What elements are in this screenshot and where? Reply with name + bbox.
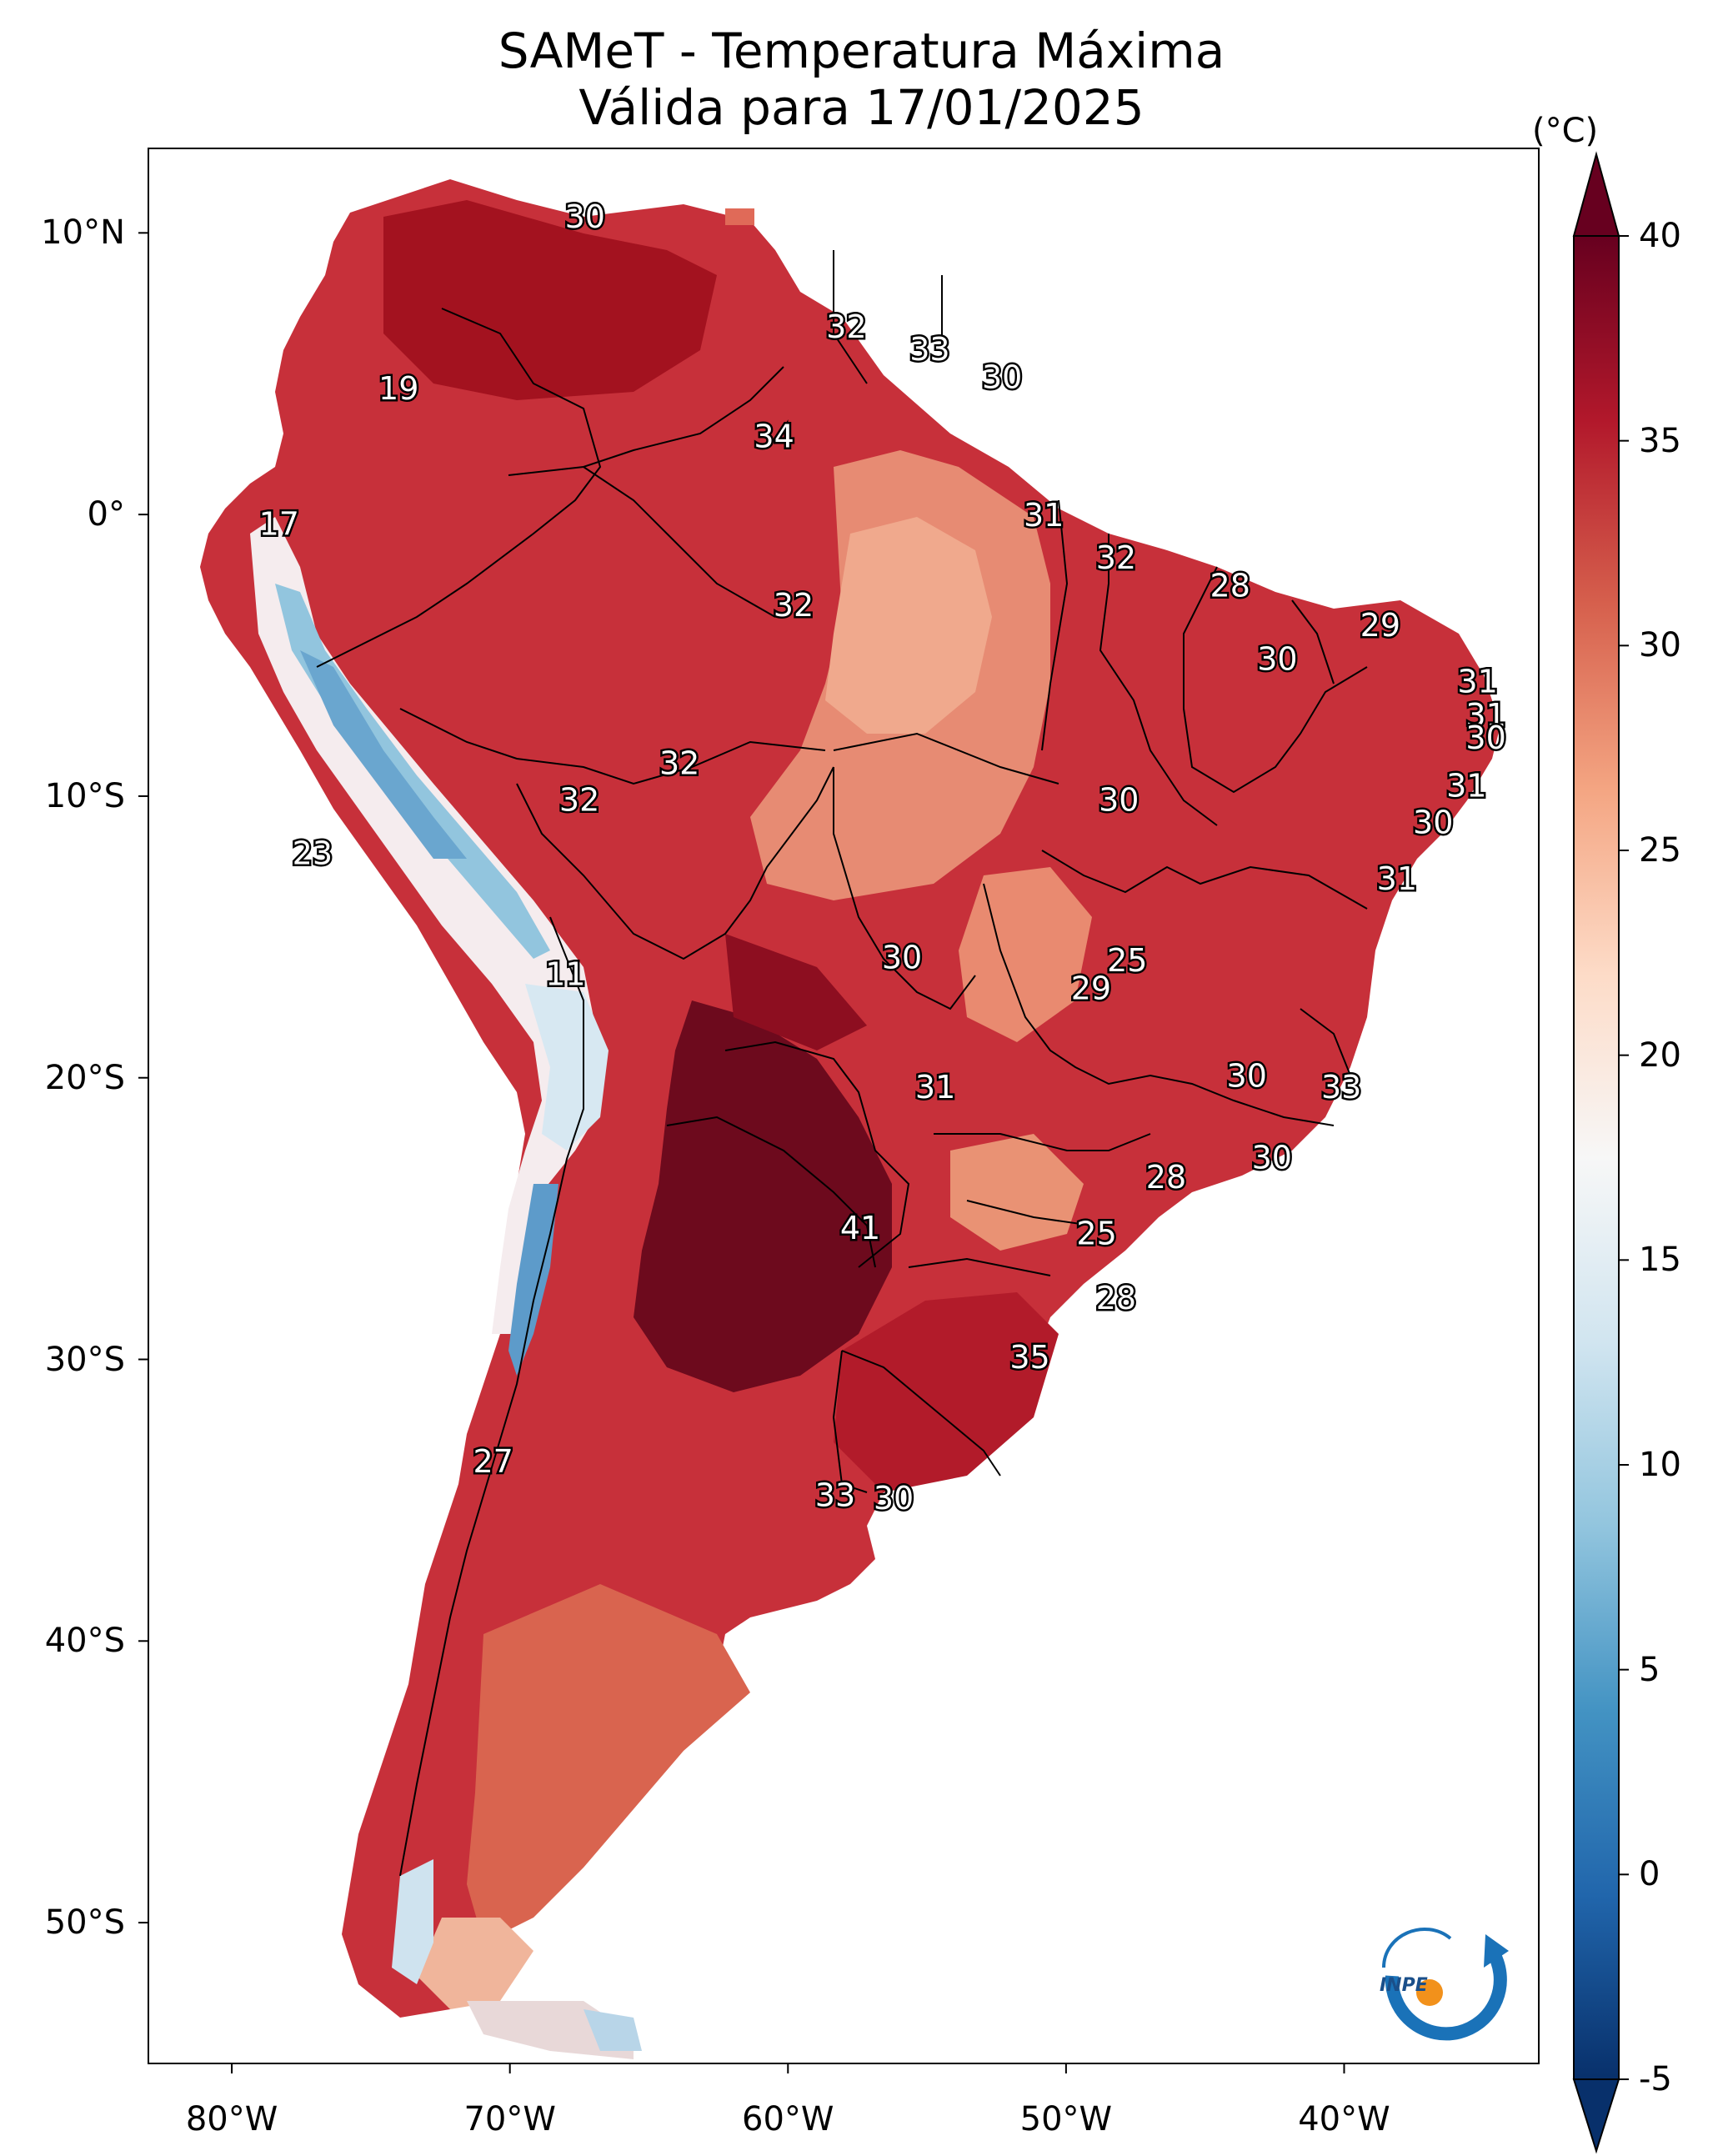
inpe-logo: INPE: [1380, 1928, 1509, 2041]
y-axis-ticks: [138, 232, 148, 1924]
temperature-label: 27: [473, 1443, 513, 1480]
temperature-label: 23: [293, 835, 333, 871]
inpe-logo-text: INPE: [1380, 1975, 1428, 1996]
temperature-label: 17: [259, 505, 299, 542]
x-axis-ticks: [231, 2063, 1345, 2073]
colorbar-tick-label: 30: [1639, 626, 1681, 665]
colorbar-lower-extension: [1572, 2078, 1620, 2154]
temperature-label: 30: [1257, 640, 1297, 677]
x-tick-label: 40°W: [1298, 2100, 1390, 2138]
colorbar-tick-label: 10: [1639, 1446, 1681, 1484]
x-tick-label: 60°W: [742, 2100, 834, 2138]
temperature-label: 32: [826, 308, 866, 345]
temperature-label: 30: [1227, 1057, 1267, 1094]
y-tick-label: 40°S: [44, 1622, 125, 1661]
y-tick-label: 20°S: [44, 1058, 125, 1097]
y-tick-label: 10°S: [44, 776, 125, 815]
colorbar-tick-label: 0: [1639, 1855, 1660, 1894]
x-tick-label: 50°W: [1019, 2100, 1113, 2138]
temperature-label: 25: [1076, 1216, 1116, 1252]
colorbar-unit: (°C): [1532, 112, 1599, 150]
temperature-label: 32: [1096, 539, 1136, 576]
colorbar-tick-label: 40: [1639, 217, 1681, 255]
temperature-label: 30: [982, 359, 1022, 396]
y-tick-label: 10°N: [41, 213, 125, 253]
temperature-label: 33: [1321, 1069, 1361, 1106]
temperature-label: 31: [1465, 697, 1505, 734]
colorbar-tick-label: 25: [1639, 831, 1681, 870]
temperature-label: 11: [545, 956, 585, 993]
colorbar-gradient: [1573, 235, 1620, 2080]
colorbar-tick-label: -5: [1639, 2060, 1672, 2098]
colorbar: [1572, 151, 1629, 2154]
temperature-label: 31: [915, 1069, 955, 1106]
colorbar-tick-label: 35: [1639, 421, 1681, 460]
colorbar-tick-label: 5: [1639, 1650, 1660, 1689]
temperature-label: 29: [1360, 607, 1400, 644]
temperature-label: 31: [1457, 663, 1497, 699]
temperature-label: 32: [774, 587, 814, 624]
temperature-label: 25: [1107, 942, 1147, 979]
temperature-label: 29: [1071, 970, 1111, 1007]
temperature-label: 30: [1413, 804, 1453, 840]
map-frame: [148, 148, 1540, 2064]
temperature-label: 35: [1009, 1339, 1049, 1376]
temperature-label: 30: [1252, 1139, 1292, 1176]
map-subtitle: Válida para 17/01/2025: [579, 79, 1144, 136]
temperature-label: 32: [559, 781, 599, 818]
temperature-label: 28: [1146, 1159, 1186, 1196]
temperature-label: 32: [659, 745, 699, 781]
x-tick-label: 70°W: [463, 2100, 556, 2138]
colorbar-tick-label: 15: [1639, 1241, 1681, 1280]
y-tick-label: 50°S: [44, 1903, 125, 1943]
temperature-label: 31: [1446, 767, 1486, 804]
temperature-label: 30: [874, 1480, 914, 1517]
temperature-label: 31: [1377, 860, 1417, 897]
temperature-label: 33: [815, 1477, 855, 1514]
temperature-label: 31: [1024, 497, 1064, 534]
temperature-label: 30: [1099, 781, 1139, 818]
temperature-label: 34: [754, 419, 794, 455]
y-tick-label: 0°: [87, 495, 125, 534]
temperature-label: 33: [909, 331, 949, 368]
temperature-label: 19: [378, 370, 418, 407]
country-borders: [316, 250, 1368, 1877]
colorbar-upper-extension: [1572, 151, 1620, 237]
temperature-label: 28: [1096, 1280, 1136, 1316]
temperature-label: 28: [1210, 568, 1250, 604]
x-tick-label: 80°W: [185, 2100, 278, 2138]
temperature-label: 30: [565, 198, 605, 235]
south-america-landmass: [200, 179, 1500, 2059]
map-title: SAMeT - Temperatura Máxima: [498, 23, 1225, 79]
colorbar-tick-label: 20: [1639, 1035, 1681, 1075]
temperature-label: 30: [882, 939, 922, 975]
y-tick-label: 30°S: [44, 1340, 125, 1379]
temperature-label: 30: [1465, 720, 1505, 756]
temperature-label: 41: [840, 1210, 880, 1246]
